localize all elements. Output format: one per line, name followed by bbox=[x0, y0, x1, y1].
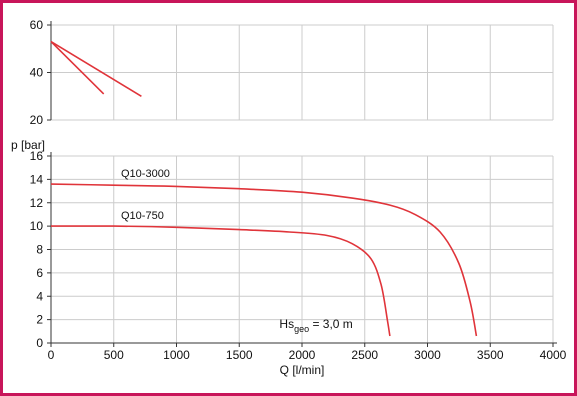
hs-geo-value: = 3,0 m bbox=[309, 317, 353, 331]
y-tick-label: 10 bbox=[30, 219, 44, 233]
x-axis-title: Q [l/min] bbox=[280, 363, 325, 377]
x-tick-label: 2000 bbox=[289, 348, 316, 362]
x-tick-label: 3000 bbox=[414, 348, 441, 362]
pump-performance-chart: 20 40 60 0 2 4 6 8 10 12 14 16 0 500 1000 1500 2000 2500… bbox=[11, 18, 567, 377]
x-tick-label: 3500 bbox=[477, 348, 504, 362]
y-tick-label: 0 bbox=[36, 336, 43, 350]
top-y-tick-label: 60 bbox=[30, 18, 44, 32]
top-y-tick-label: 40 bbox=[30, 66, 44, 80]
series-line-q10-750 bbox=[50, 225, 391, 337]
top-series-line-1 bbox=[50, 41, 105, 95]
hs-geo-main: Hs bbox=[279, 317, 294, 331]
hs-geo-sub: geo bbox=[294, 324, 309, 334]
y-tick-label: 12 bbox=[30, 196, 44, 210]
x-tick-label: 4000 bbox=[540, 348, 567, 362]
y-tick-label: 4 bbox=[36, 289, 43, 303]
x-tick-label: 1500 bbox=[226, 348, 253, 362]
y-tick-label: 6 bbox=[36, 266, 43, 280]
main-panel: 0 2 4 6 8 10 12 14 16 0 500 1000 1500 2000 2500 3000 350… bbox=[11, 138, 567, 377]
series-label-2: Q10-750 bbox=[121, 210, 164, 222]
y-tick-label: 2 bbox=[36, 313, 43, 327]
series-line-q10-3000 bbox=[50, 183, 478, 337]
y-tick-label: 14 bbox=[30, 172, 44, 186]
x-tick-label: 1000 bbox=[163, 348, 190, 362]
series-label-1: Q10-3000 bbox=[121, 168, 170, 180]
top-series-line-2 bbox=[50, 40, 142, 97]
top-panel: 20 40 60 bbox=[30, 18, 554, 127]
y-tick-label: 8 bbox=[36, 243, 43, 257]
y-axis-title: p [bar] bbox=[11, 138, 45, 152]
x-tick-label: 0 bbox=[48, 348, 55, 362]
top-y-tick-label: 20 bbox=[30, 113, 44, 127]
x-tick-label: 500 bbox=[104, 348, 124, 362]
y-tick-label: 16 bbox=[30, 149, 44, 163]
hs-geo-annotation: Hsgeo = 3,0 m bbox=[279, 317, 352, 334]
x-tick-label: 2500 bbox=[351, 348, 378, 362]
